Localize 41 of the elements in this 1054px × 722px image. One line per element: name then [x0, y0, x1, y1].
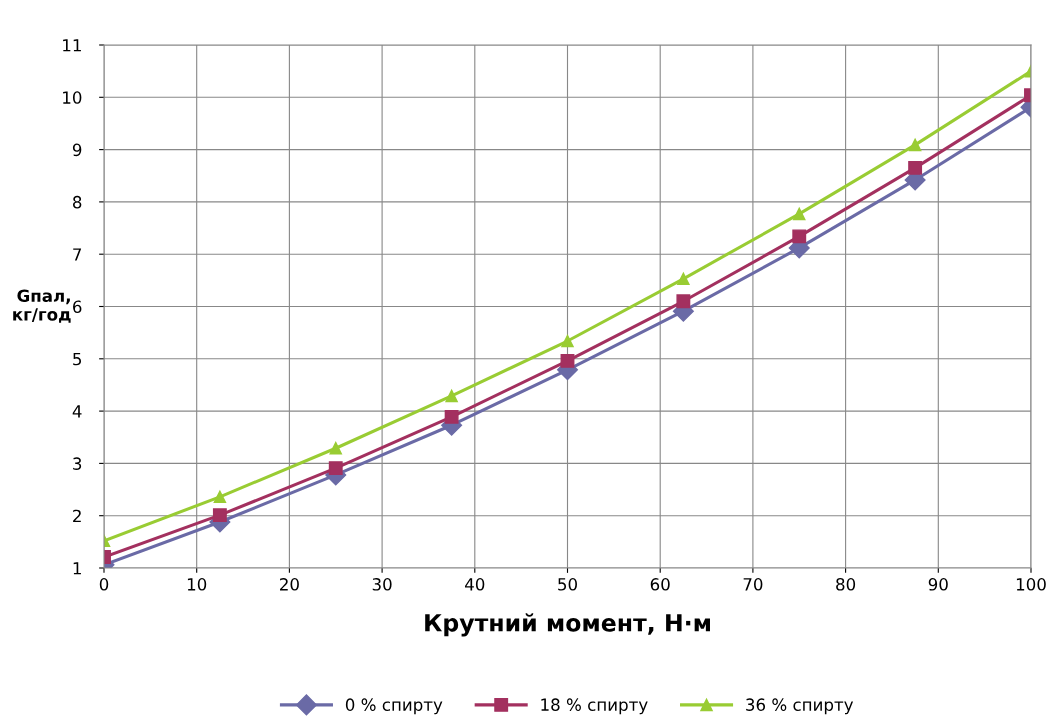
y-axis-title: Gпал, кг/год: [13, 289, 71, 323]
y-tick-label: 2: [73, 509, 81, 523]
x-tick-label: 20: [280, 578, 299, 591]
y-tick-label: 4: [72, 405, 82, 418]
x-tick-label: 50: [558, 578, 577, 591]
point: [792, 207, 806, 221]
x-tick-label: 30: [372, 578, 392, 591]
y-tick-label: 5: [73, 352, 82, 366]
y-tick-label: 7: [73, 248, 82, 261]
x-tick-label: 0: [99, 578, 109, 591]
y-tick-label: 1: [73, 562, 81, 575]
legend-label: 18 % спирту: [541, 698, 648, 715]
point: [444, 409, 459, 424]
point: [676, 294, 691, 309]
y-tick-label: 8: [73, 195, 82, 209]
x-tick-label: 60: [650, 578, 670, 591]
point: [908, 138, 922, 152]
x-tick-label: 80: [836, 578, 856, 591]
point: [561, 334, 574, 348]
x-tick-label: 40: [465, 578, 485, 591]
x-tick-label: 100: [1016, 578, 1046, 591]
x-tick-label: 10: [187, 578, 207, 591]
point: [908, 160, 923, 175]
y-tick-label: 9: [72, 143, 82, 157]
x-axis-title: Крутний момент, Н·м: [425, 613, 710, 637]
point: [213, 490, 227, 504]
y-tick-label: 3: [73, 457, 82, 470]
point: [560, 353, 575, 368]
point: [212, 508, 227, 523]
x-tick-label: 70: [743, 578, 763, 591]
point: [329, 441, 343, 455]
point: [677, 272, 690, 286]
x-tick-label: 90: [928, 578, 948, 591]
legend-label: 36 % спирту: [746, 698, 854, 715]
point: [328, 461, 343, 476]
y-tick-label: 10: [63, 91, 82, 104]
point: [792, 229, 807, 244]
y-tick-label: 6: [73, 300, 82, 314]
point: [445, 389, 458, 403]
y-tick-label: 11: [63, 39, 81, 52]
legend-label: 0 % спирту: [345, 698, 443, 715]
